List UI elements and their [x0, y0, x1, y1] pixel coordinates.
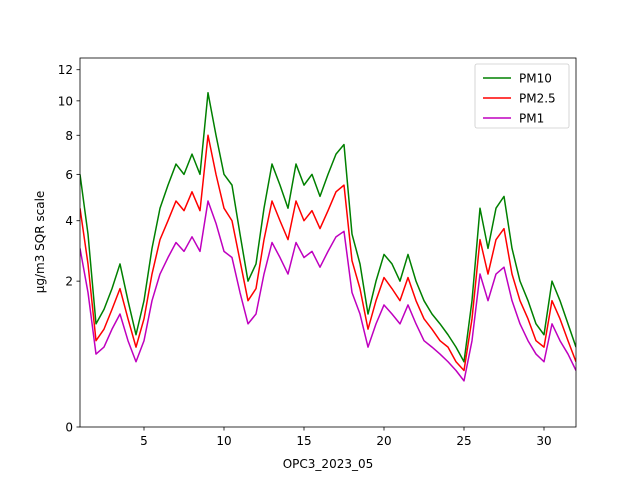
- x-tick-label: 25: [456, 434, 471, 448]
- series-line-pm1: [80, 200, 576, 382]
- x-tick-label: 20: [376, 434, 391, 448]
- y-tick-label: 12: [58, 63, 73, 77]
- x-tick-label: 5: [140, 434, 148, 448]
- plot-frame: [79, 57, 577, 428]
- legend-label-pm10: PM10: [519, 72, 552, 86]
- y-tick-label: 8: [65, 129, 73, 143]
- series-line-pm10: [80, 92, 576, 363]
- x-axis-title: OPC3_2023_05: [283, 457, 374, 471]
- axes-layer: 5 10 15 20 25 30 0 2 4 6 8 10 12: [58, 57, 577, 448]
- y-tick-label: 4: [65, 214, 73, 228]
- y-tick-label: 10: [58, 94, 73, 108]
- y-tick-label: 2: [65, 275, 73, 289]
- legend-label-pm1: PM1: [519, 112, 544, 126]
- y-tick-label: 6: [65, 168, 73, 182]
- x-tick-label: 30: [536, 434, 551, 448]
- x-tick-label: 15: [296, 434, 311, 448]
- legend: PM10 PM2.5 PM1: [474, 63, 570, 129]
- legend-label-pm25: PM2.5: [519, 92, 556, 106]
- plot-layer: [80, 92, 576, 382]
- y-axis-title: µg/m3 SQR scale: [33, 191, 47, 294]
- x-tick-label: 10: [216, 434, 231, 448]
- y-tick-label: 0: [65, 421, 73, 435]
- series-line-pm25: [80, 134, 576, 372]
- legend-box: [474, 63, 570, 129]
